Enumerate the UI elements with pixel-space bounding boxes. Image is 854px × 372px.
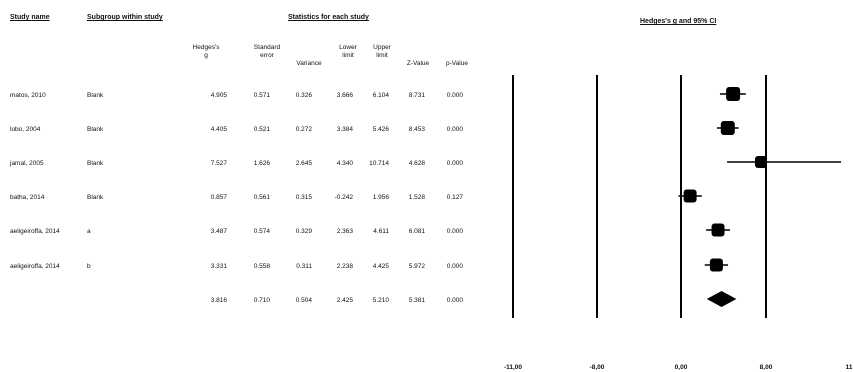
stat-cell-g: 7.527 xyxy=(210,160,227,167)
stat-cell-var: 0.311 xyxy=(296,263,312,270)
stat-cell-var: 2.645 xyxy=(295,160,312,167)
stat-cell-upper: 6.104 xyxy=(372,92,389,99)
summary-cell-upper: 5.210 xyxy=(372,297,389,304)
effect-marker xyxy=(720,121,735,135)
summary-cell-se: 0.710 xyxy=(253,297,270,304)
study-name-cell: lobo, 2004 xyxy=(10,126,41,133)
stat-cell-se: 0.561 xyxy=(253,194,270,201)
subgroup-cell: b xyxy=(87,263,91,270)
study-name-cell: batha, 2014 xyxy=(10,194,45,201)
stat-cell-g: 4.405 xyxy=(210,126,227,133)
stat-cell-var: 0.315 xyxy=(295,194,312,201)
stat-cell-g: 3.487 xyxy=(210,228,227,235)
col-lower-limit: Lower limit xyxy=(339,44,357,59)
stat-cell-lower: -0.242 xyxy=(334,194,353,201)
effect-marker xyxy=(683,189,697,203)
effect-marker xyxy=(754,156,767,168)
stat-cell-g: 4.905 xyxy=(210,92,227,99)
stat-cell-var: 0.329 xyxy=(295,228,312,235)
x-tick-label: 0,00 xyxy=(675,364,688,371)
col-hedges-g: Hedges's g xyxy=(192,44,220,59)
col-standard-error: Standard error xyxy=(253,44,281,59)
study-name-cell: matos, 2010 xyxy=(10,92,46,99)
col-upper-limit: Upper limit xyxy=(373,44,391,59)
stat-cell-upper: 10.714 xyxy=(369,160,389,167)
effect-marker xyxy=(711,223,725,237)
plot-title: Hedges's g and 95% CI xyxy=(640,18,717,25)
stat-cell-upper: 1.956 xyxy=(372,194,389,201)
stat-cell-lower: 3.666 xyxy=(336,92,353,99)
stat-cell-upper: 4.611 xyxy=(373,228,389,235)
study-name-cell: aeligeiroffa, 2014 xyxy=(10,263,60,270)
stat-cell-se: 0.558 xyxy=(253,263,270,270)
stat-cell-z: 6.081 xyxy=(408,228,425,235)
subgroup-cell: Blank xyxy=(87,194,104,201)
col-z-value: Z-Value xyxy=(406,60,430,67)
stat-cell-p: 0.000 xyxy=(446,228,463,235)
x-tick-label: 8,00 xyxy=(760,364,773,371)
stat-cell-z: 8.731 xyxy=(408,92,425,99)
subgroup-header: Subgroup within study xyxy=(87,14,163,21)
stat-cell-p: 0.000 xyxy=(446,160,463,167)
stat-cell-upper: 4.425 xyxy=(372,263,389,270)
stat-cell-lower: 3.384 xyxy=(336,126,353,133)
summary-cell-g: 3.816 xyxy=(210,297,227,304)
subgroup-cell: Blank xyxy=(87,126,104,133)
stat-cell-se: 0.571 xyxy=(253,92,270,99)
stat-cell-p: 0.000 xyxy=(446,126,463,133)
effect-marker xyxy=(709,258,723,272)
stat-cell-lower: 2.363 xyxy=(336,228,353,235)
study-name-cell: jamal, 2005 xyxy=(10,160,44,167)
summary-cell-var: 0.504 xyxy=(295,297,312,304)
stat-cell-se: 0.574 xyxy=(253,228,270,235)
summary-cell-lower: 2.425 xyxy=(336,297,353,304)
x-tick-label: -8,00 xyxy=(590,364,605,371)
stat-cell-g: 0.857 xyxy=(210,194,227,201)
x-tick-label: 11 xyxy=(846,364,853,371)
stat-cell-p: 0.127 xyxy=(446,194,463,201)
summary-cell-p: 0.000 xyxy=(446,297,463,304)
statistics-header: Statistics for each study xyxy=(288,14,369,21)
summary-cell-z: 5.381 xyxy=(408,297,425,304)
subgroup-cell: Blank xyxy=(87,160,104,167)
stat-cell-p: 0.000 xyxy=(446,92,463,99)
summary-diamond xyxy=(706,291,737,307)
col-p-value: p-Value xyxy=(446,60,468,67)
stat-cell-se: 0.521 xyxy=(253,126,270,133)
subgroup-cell: Blank xyxy=(87,92,104,99)
stat-cell-var: 0.272 xyxy=(295,126,312,133)
stat-cell-lower: 2.238 xyxy=(336,263,353,270)
stat-cell-z: 8.453 xyxy=(408,126,425,133)
stat-cell-z: 4.628 xyxy=(408,160,425,167)
stat-cell-z: 1.528 xyxy=(408,194,425,201)
stat-cell-lower: 4.340 xyxy=(336,160,353,167)
stat-cell-p: 0.000 xyxy=(446,263,463,270)
study-name-header: Study name xyxy=(10,14,50,21)
study-name-cell: aeligeiroffa, 2014 xyxy=(10,228,60,235)
effect-marker xyxy=(726,87,741,101)
x-tick-label: -11,00 xyxy=(504,364,522,371)
stat-cell-var: 0.326 xyxy=(295,92,312,99)
stat-cell-upper: 5.426 xyxy=(372,126,389,133)
stat-cell-se: 1.626 xyxy=(253,160,270,167)
subgroup-cell: a xyxy=(87,228,91,235)
stat-cell-g: 3.331 xyxy=(210,263,227,270)
col-variance: Variance xyxy=(296,60,322,67)
stat-cell-z: 5.972 xyxy=(408,263,425,270)
